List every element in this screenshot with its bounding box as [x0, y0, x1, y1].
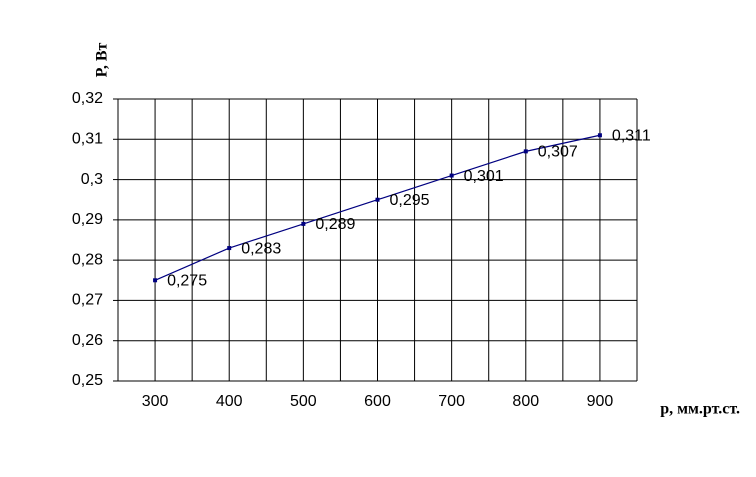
- x-tick-label: 700: [438, 393, 465, 410]
- point: [449, 173, 454, 178]
- data-label: 0,283: [241, 240, 281, 257]
- point: [301, 221, 306, 226]
- x-tick-label: 800: [512, 393, 539, 410]
- x-axis-label: p, мм.рт.ст.: [660, 401, 740, 418]
- point: [227, 246, 232, 251]
- y-tick-label: 0,25: [72, 372, 103, 389]
- y-axis-label: P, Вт: [94, 42, 111, 77]
- data-label: 0,301: [464, 168, 504, 185]
- x-tick-label: 500: [290, 393, 317, 410]
- point: [153, 278, 158, 283]
- x-tick-label: 400: [216, 393, 243, 410]
- data-label: 0,275: [167, 273, 207, 290]
- x-tick-label: 600: [364, 393, 391, 410]
- point: [523, 149, 528, 154]
- y-tick-label: 0,3: [81, 171, 103, 188]
- data-label: 0,311: [612, 127, 651, 144]
- x-tick-label: 300: [142, 393, 169, 410]
- y-tick-label: 0,26: [72, 332, 103, 349]
- y-tick-label: 0,31: [72, 131, 103, 148]
- y-tick-label: 0,32: [72, 90, 103, 107]
- y-tick-label: 0,28: [72, 251, 103, 268]
- x-tick-label: 900: [587, 393, 614, 410]
- point: [597, 133, 602, 138]
- data-label: 0,295: [390, 192, 430, 209]
- data-label: 0,289: [315, 216, 355, 233]
- data-label: 0,307: [538, 144, 578, 161]
- y-tick-label: 0,27: [72, 292, 103, 309]
- point: [375, 197, 380, 202]
- y-tick-label: 0,29: [72, 211, 103, 228]
